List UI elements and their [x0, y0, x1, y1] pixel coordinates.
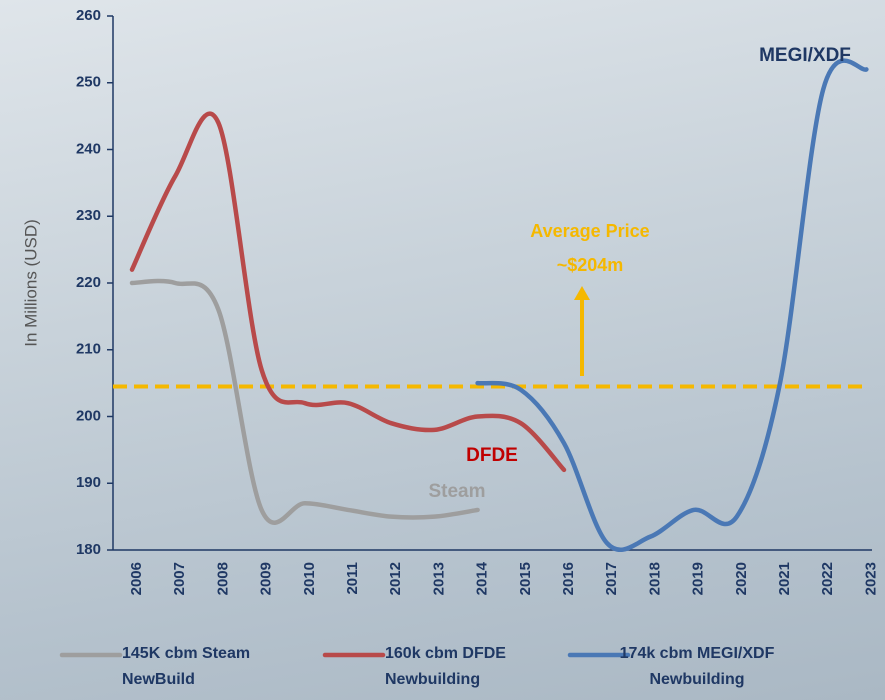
y-tick-label: 210: [76, 341, 101, 358]
line: [478, 61, 867, 550]
page: In Millions (USD) Average Price ~$204m 1…: [0, 0, 885, 700]
y-tick-label: 190: [76, 474, 101, 491]
x-tick-label: 2011: [344, 562, 361, 595]
y-tick-label: 220: [76, 274, 101, 291]
y-tick-label: 230: [76, 207, 101, 224]
x-tick-label: 2006: [128, 562, 145, 595]
x-tick-label: 2010: [301, 562, 318, 595]
x-tick-label: 2008: [214, 562, 231, 595]
y-tick-label: 180: [76, 541, 101, 558]
series-label: MEGI/XDF: [759, 45, 851, 66]
x-tick-label: 2019: [690, 562, 707, 595]
line: [132, 114, 564, 470]
x-tick-label: 2021: [776, 562, 793, 595]
x-tick-label: 2020: [733, 562, 750, 595]
x-tick-label: 2018: [646, 562, 663, 595]
chart: In Millions (USD) Average Price ~$204m 1…: [0, 0, 885, 700]
x-tick-label: 2017: [603, 562, 620, 595]
annotation: ~$204m: [557, 255, 624, 275]
x-tick-label: 2012: [387, 562, 404, 595]
x-tick-label: 2013: [430, 562, 447, 595]
y-tick-label: 260: [76, 7, 101, 24]
y-tick-label: 240: [76, 140, 101, 157]
legend-label: 145K cbm Steam NewBuild: [122, 641, 292, 693]
legend-label: 174k cbm MEGI/XDF Newbuilding: [592, 641, 802, 693]
x-tick-label: 2023: [862, 562, 879, 595]
x-tick-label: 2014: [474, 561, 491, 595]
y-tick-label: 200: [76, 407, 101, 424]
x-tick-label: 2016: [560, 562, 577, 595]
annotation: Average Price: [530, 221, 649, 241]
x-tick-label: 2015: [517, 562, 534, 595]
series-label: DFDE: [466, 445, 518, 466]
y-axis-label: In Millions (USD): [21, 219, 40, 347]
x-tick-label: 2022: [819, 562, 836, 595]
arrow-head: [574, 286, 590, 300]
x-tick-label: 2009: [258, 562, 275, 595]
series-label: Steam: [428, 481, 485, 502]
legend-label: 160k cbm DFDE Newbuilding: [385, 641, 555, 693]
y-tick-label: 250: [76, 74, 101, 91]
x-tick-label: 2007: [171, 562, 188, 595]
